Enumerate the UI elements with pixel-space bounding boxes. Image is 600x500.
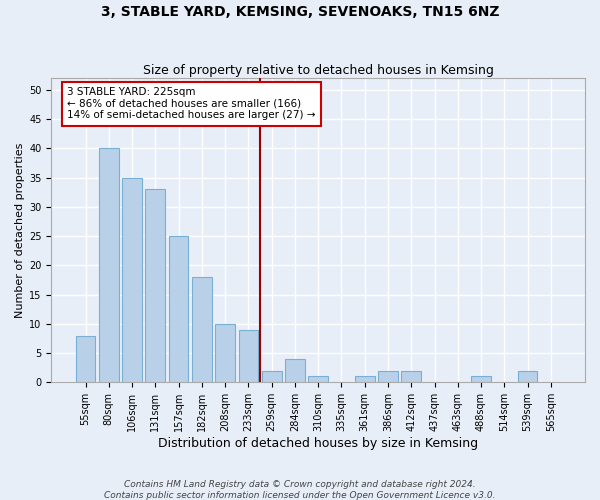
Bar — [122, 178, 142, 382]
Bar — [401, 370, 421, 382]
Bar — [145, 190, 165, 382]
Bar — [215, 324, 235, 382]
Text: 3 STABLE YARD: 225sqm
← 86% of detached houses are smaller (166)
14% of semi-det: 3 STABLE YARD: 225sqm ← 86% of detached … — [67, 88, 316, 120]
Text: 3, STABLE YARD, KEMSING, SEVENOAKS, TN15 6NZ: 3, STABLE YARD, KEMSING, SEVENOAKS, TN15… — [101, 5, 499, 19]
Bar — [518, 370, 538, 382]
Bar — [169, 236, 188, 382]
Bar — [308, 376, 328, 382]
Bar — [355, 376, 374, 382]
Bar — [471, 376, 491, 382]
Bar — [192, 277, 212, 382]
Title: Size of property relative to detached houses in Kemsing: Size of property relative to detached ho… — [143, 64, 494, 77]
Text: Contains HM Land Registry data © Crown copyright and database right 2024.
Contai: Contains HM Land Registry data © Crown c… — [104, 480, 496, 500]
Y-axis label: Number of detached properties: Number of detached properties — [15, 142, 25, 318]
Bar — [76, 336, 95, 382]
X-axis label: Distribution of detached houses by size in Kemsing: Distribution of detached houses by size … — [158, 437, 478, 450]
Bar — [99, 148, 119, 382]
Bar — [285, 359, 305, 382]
Bar — [378, 370, 398, 382]
Bar — [262, 370, 281, 382]
Bar — [239, 330, 258, 382]
